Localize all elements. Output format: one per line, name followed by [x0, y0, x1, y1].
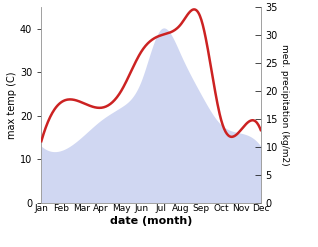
Y-axis label: max temp (C): max temp (C) [7, 71, 17, 139]
X-axis label: date (month): date (month) [110, 216, 192, 226]
Y-axis label: med. precipitation (kg/m2): med. precipitation (kg/m2) [280, 44, 289, 166]
